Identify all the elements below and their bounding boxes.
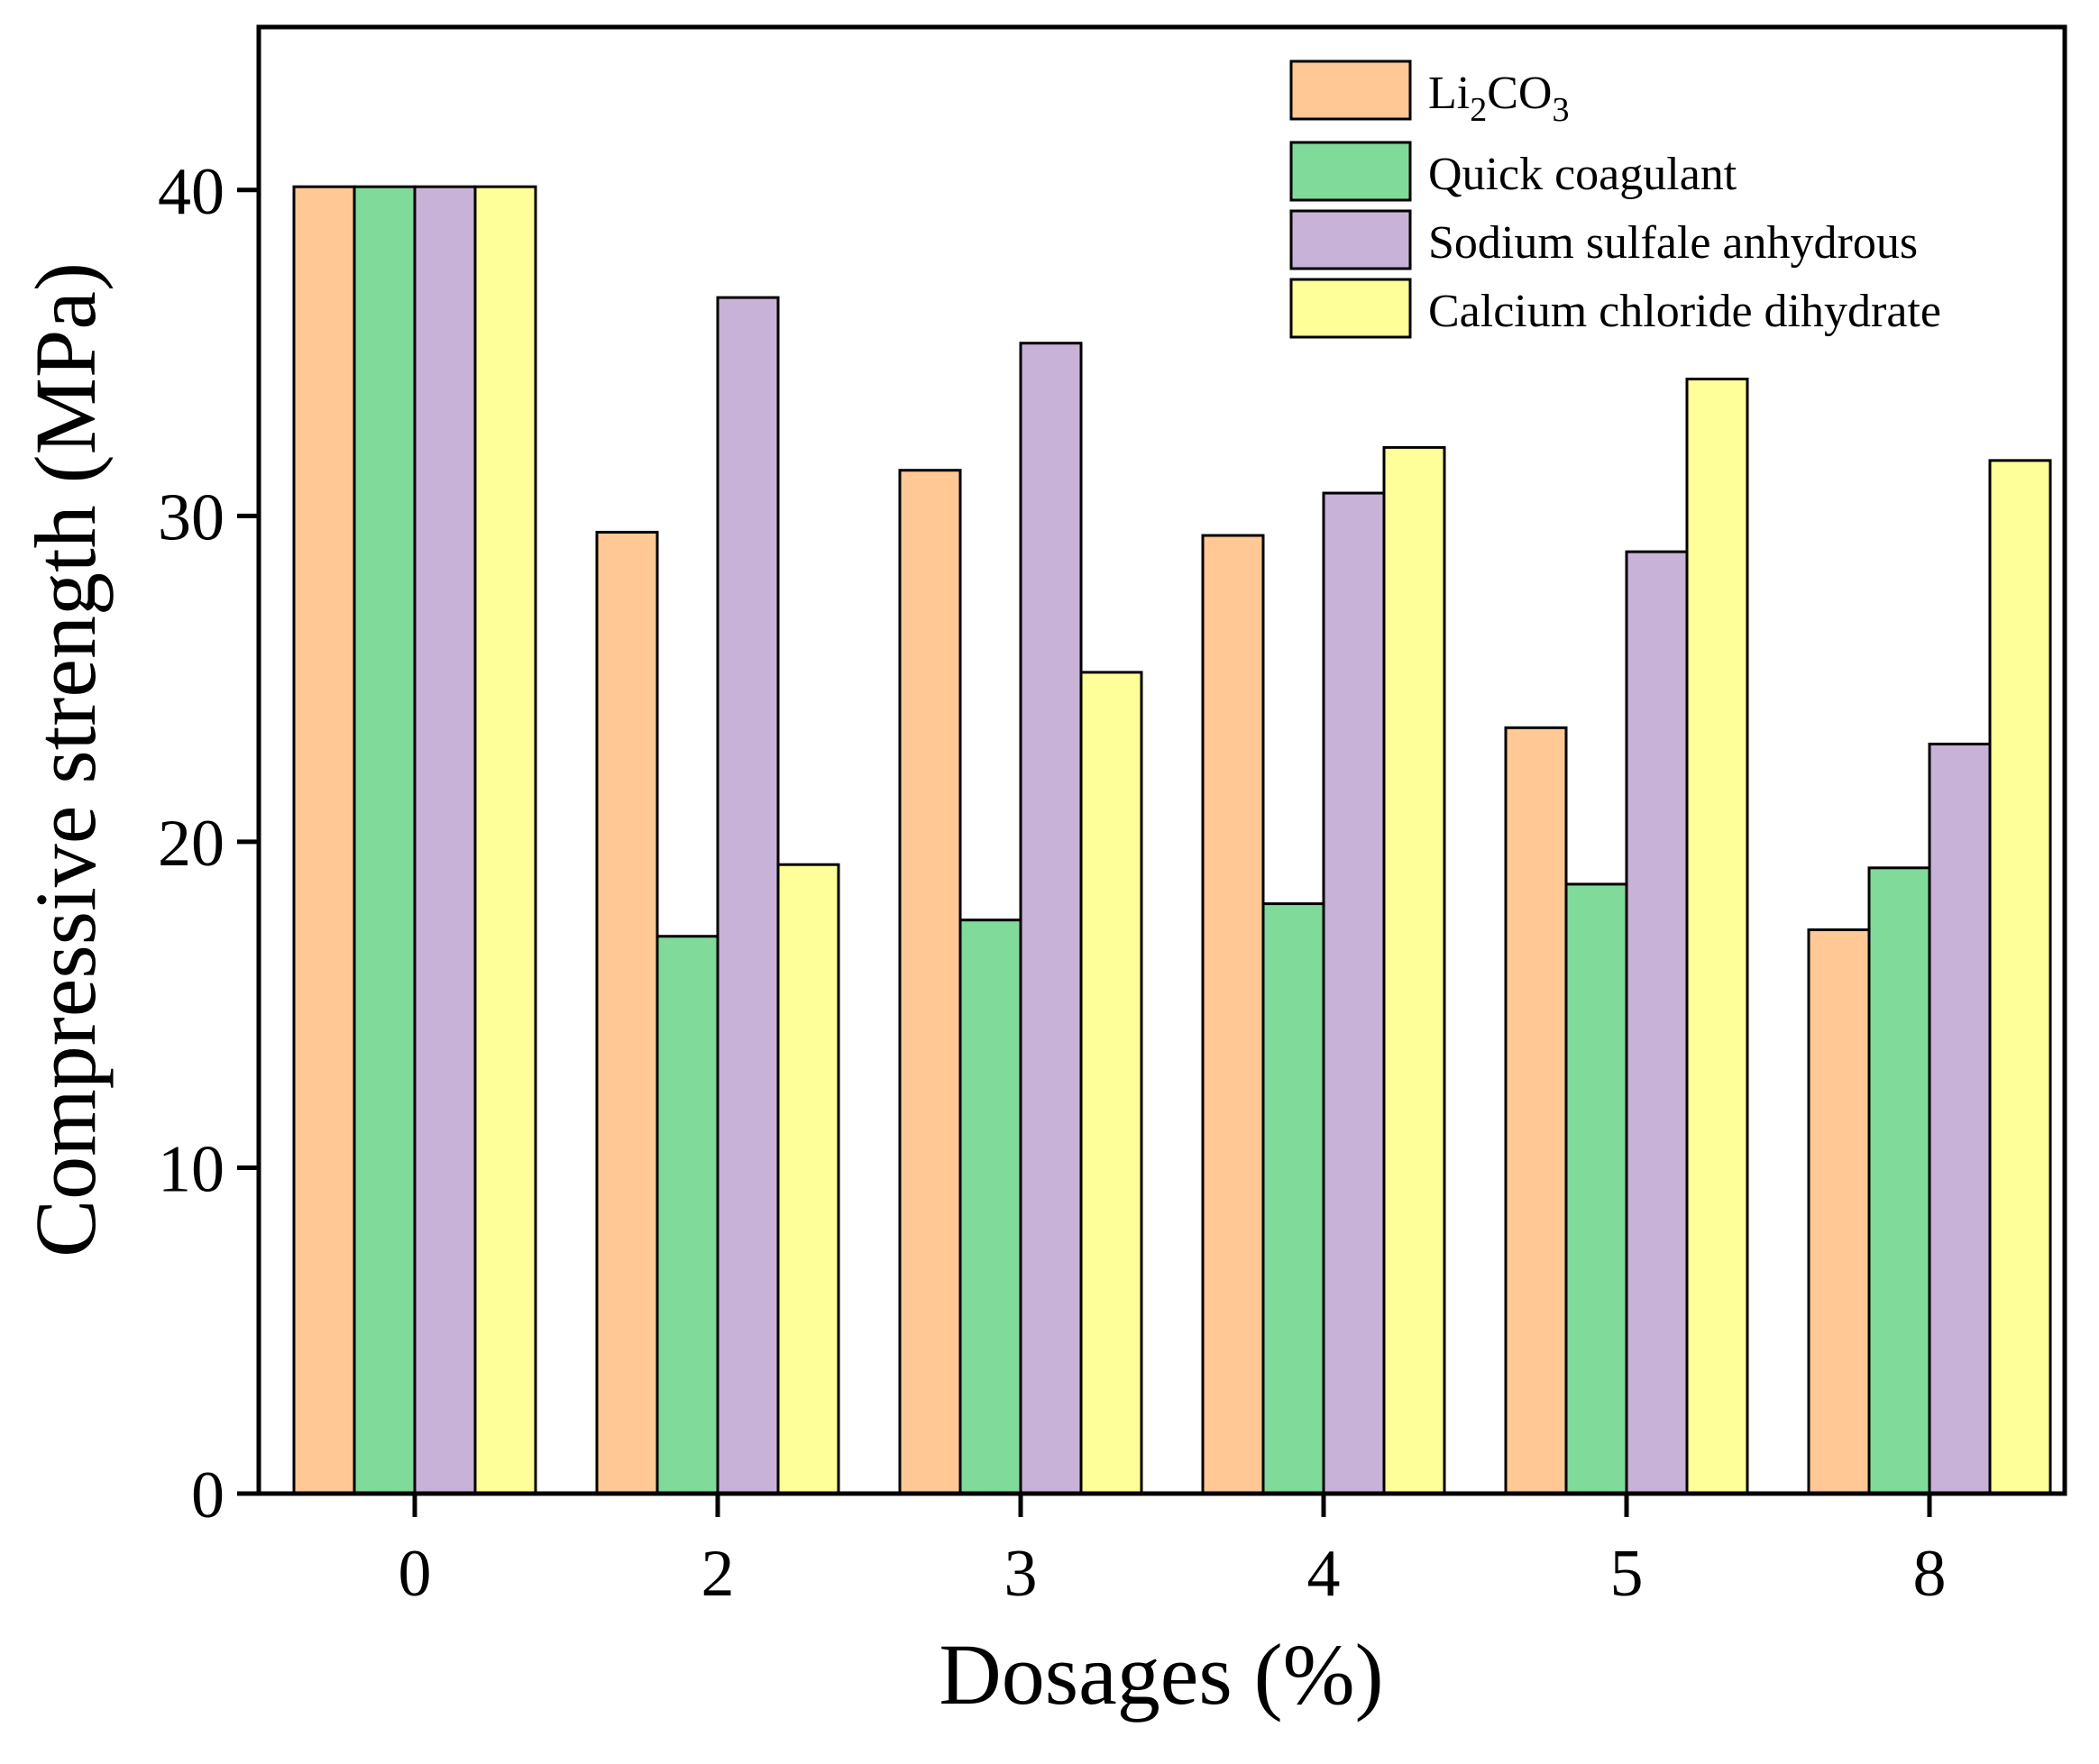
y-axis-title: Compressive strength (MPa) bbox=[17, 262, 114, 1257]
bar-sodium-sulfale-anhydrous-5 bbox=[1625, 550, 1689, 1495]
y-tick-label-20: 20 bbox=[158, 807, 225, 881]
bar-sodium-sulfale-anhydrous-0 bbox=[413, 185, 477, 1495]
bar-quick-coagulant-4 bbox=[1261, 902, 1325, 1495]
x-tick-label-0: 0 bbox=[399, 1537, 432, 1611]
bar-sodium-sulfale-anhydrous-8 bbox=[1928, 742, 1992, 1495]
bar-li2co3-4 bbox=[1201, 534, 1265, 1495]
legend-li2co3-part-co: CO bbox=[1487, 68, 1552, 119]
legend-label-li2co3: Li2CO3 bbox=[1428, 68, 1569, 129]
legend-li2co3-sub-2: 2 bbox=[1470, 91, 1487, 129]
bar-sodium-sulfale-anhydrous-4 bbox=[1322, 491, 1386, 1495]
x-tick-label-5: 5 bbox=[1610, 1537, 1644, 1611]
legend-swatch-sodium-sulfale-anhydrous bbox=[1289, 209, 1412, 270]
bar-li2co3-3 bbox=[898, 469, 962, 1495]
bar-quick-coagulant-2 bbox=[655, 935, 720, 1495]
bar-calcium-chloride-dihydrate-5 bbox=[1685, 377, 1749, 1495]
bar-li2co3-5 bbox=[1504, 726, 1568, 1495]
bar-li2co3-8 bbox=[1807, 928, 1871, 1495]
y-tick-label-0: 0 bbox=[191, 1458, 225, 1532]
bar-sodium-sulfale-anhydrous-2 bbox=[716, 296, 780, 1495]
legend: Li2CO3 Quick coagulant Sodium sulfale an… bbox=[1289, 59, 1941, 339]
legend-li2co3-part-li: Li bbox=[1428, 68, 1470, 119]
y-tick-label-10: 10 bbox=[158, 1132, 225, 1206]
bar-quick-coagulant-3 bbox=[958, 919, 1022, 1495]
bar-calcium-chloride-dihydrate-4 bbox=[1382, 445, 1446, 1495]
legend-swatch-li2co3 bbox=[1289, 59, 1412, 121]
legend-swatch-quick-coagulant bbox=[1289, 141, 1412, 202]
bar-li2co3-0 bbox=[292, 185, 356, 1495]
y-tick-label-30: 30 bbox=[158, 480, 225, 554]
bar-sodium-sulfale-anhydrous-3 bbox=[1019, 342, 1083, 1495]
bar-li2co3-2 bbox=[595, 530, 659, 1495]
x-tick-label-8: 8 bbox=[1913, 1537, 1947, 1611]
legend-label-quick-coagulant: Quick coagulant bbox=[1428, 149, 1737, 200]
bar-calcium-chloride-dihydrate-8 bbox=[1988, 459, 2052, 1495]
legend-label-sodium-sulfale-anhydrous: Sodium sulfale anhydrous bbox=[1428, 217, 1918, 269]
bar-calcium-chloride-dihydrate-0 bbox=[473, 185, 537, 1495]
x-axis: 0 2 3 4 5 8 bbox=[399, 1494, 1947, 1611]
x-tick-label-4: 4 bbox=[1307, 1537, 1341, 1611]
bar-quick-coagulant-0 bbox=[353, 185, 417, 1495]
bar-quick-coagulant-5 bbox=[1564, 882, 1628, 1495]
bar-calcium-chloride-dihydrate-2 bbox=[776, 863, 840, 1495]
x-tick-label-2: 2 bbox=[701, 1537, 735, 1611]
plot-frame bbox=[256, 24, 2067, 1496]
bar-quick-coagulant-8 bbox=[1867, 866, 1931, 1495]
x-tick-label-3: 3 bbox=[1004, 1537, 1038, 1611]
y-tick-label-40: 40 bbox=[158, 155, 225, 229]
legend-swatch-calcium-chloride-dihydrate bbox=[1289, 278, 1412, 339]
x-axis-title: Dosages (%) bbox=[939, 1626, 1383, 1723]
legend-li2co3-sub-3: 3 bbox=[1552, 91, 1569, 129]
bar-group bbox=[292, 185, 2052, 1495]
y-axis: 0 10 20 30 40 bbox=[158, 155, 259, 1532]
bar-calcium-chloride-dihydrate-3 bbox=[1079, 671, 1143, 1495]
legend-label-calcium-chloride-dihydrate: Calcium chloride dihydrate bbox=[1428, 286, 1941, 337]
